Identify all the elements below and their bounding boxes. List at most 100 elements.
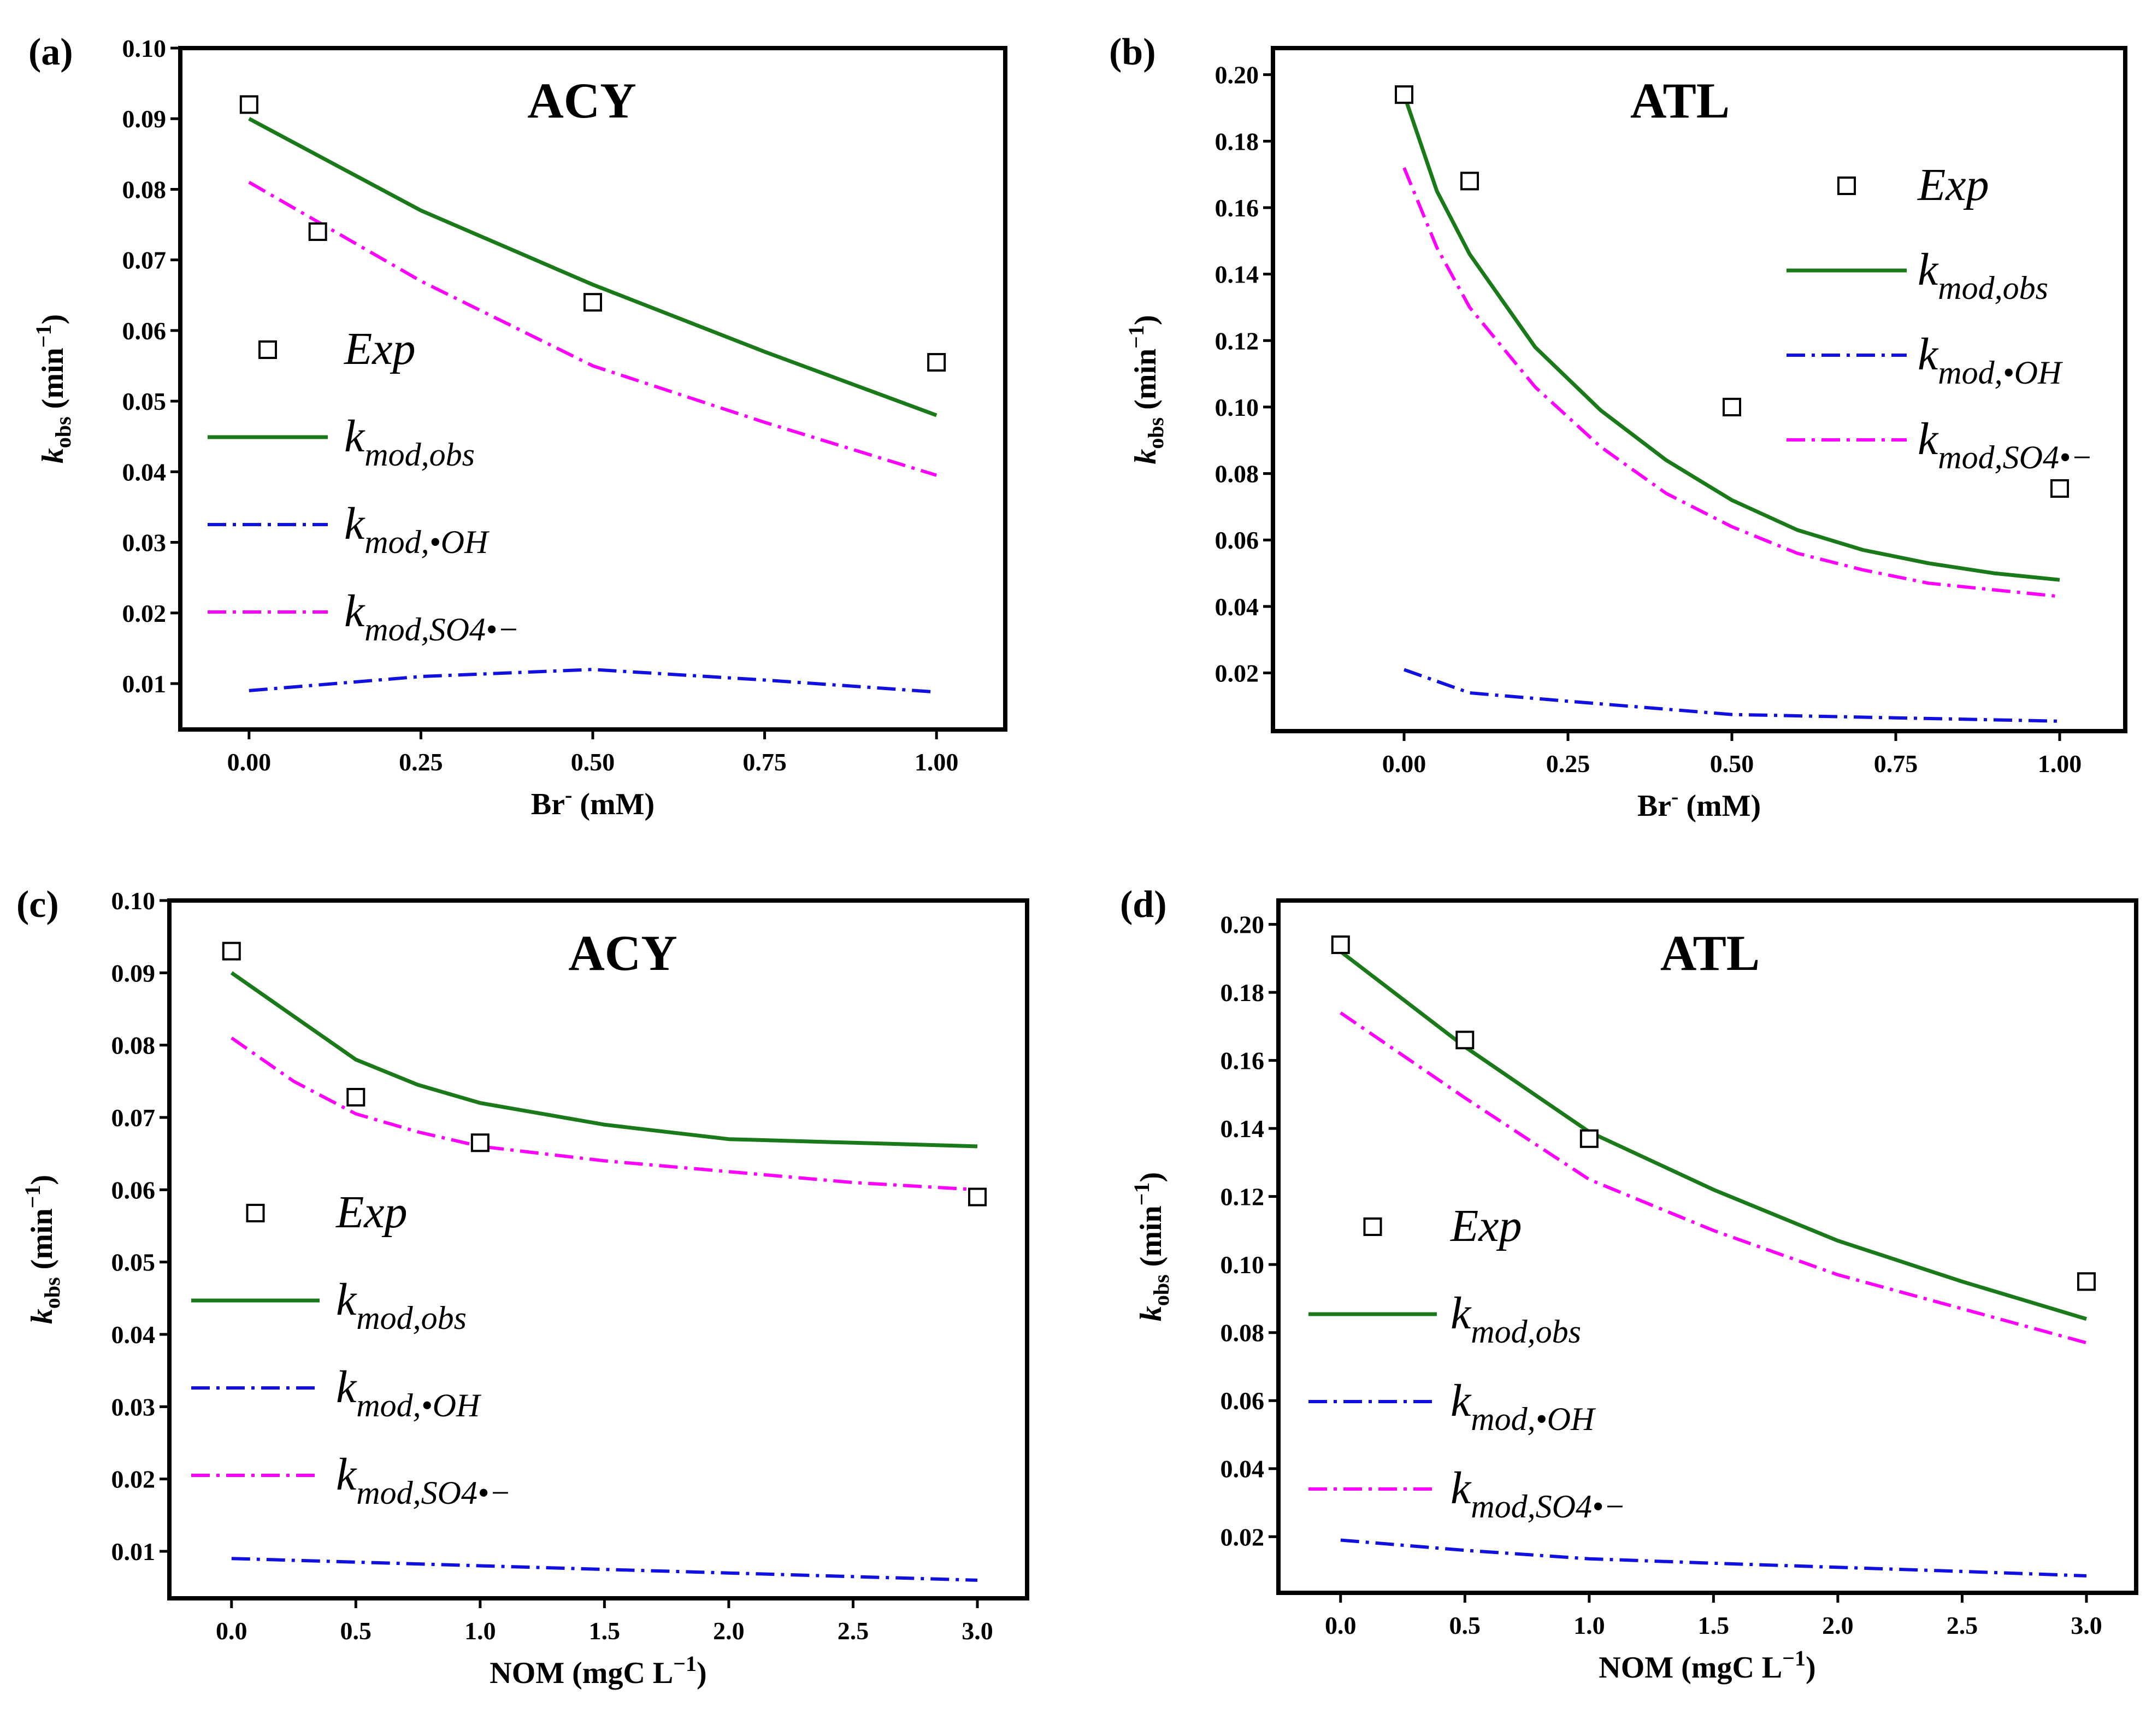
legend-label: Exp [1917,160,1989,210]
legend: Exp kmod,obs kmod,•OH kmod,SO4•− [191,1187,511,1511]
y-tick-label: 0.18 [1215,127,1259,155]
x-tick-label: 1.00 [915,748,959,776]
x-tick-label: 1.0 [464,1617,496,1645]
y-tick-label: 0.05 [111,1249,156,1276]
y-axis-title: kobs (min−1) [20,1175,64,1324]
y-tick-label: 0.06 [1221,1387,1265,1415]
x-tick-label: 1.0 [1573,1611,1605,1639]
y-tick-label: 0.20 [1221,911,1265,939]
legend-label: kmod,SO4•− [1451,1463,1625,1525]
exp-data-point [239,95,258,114]
legend-marker-exp [246,1204,265,1222]
chart-panel-d: 0.0 0.5 1.0 1.5 2.0 2.5 3.0 0.02 0.04 0.06 0.08 0.1… [1120,884,2138,1685]
y-tick-label: 0.14 [1215,261,1259,289]
exp-data-point [1395,85,1413,104]
y-tick-label: 0.10 [122,34,167,62]
x-tick-label: 0.0 [216,1617,247,1645]
chart-panel-b: 0.00 0.25 0.50 0.75 1.00 0.02 0.04 0.06 0.08 0.10… [1109,31,2127,823]
exp-data-point [222,941,241,961]
x-tick-label: 0.00 [1382,750,1426,778]
legend-label: kmod,obs [1451,1288,1581,1350]
y-tick-label: 0.10 [1221,1251,1265,1279]
legend-label: kmod,•OH [1918,329,2064,391]
x-axis-title: Br- (mM) [1637,784,1761,823]
y-tick-label: 0.02 [1215,660,1259,687]
y-tick-label: 0.12 [1215,327,1259,355]
y-tick-label: 0.01 [111,1538,156,1566]
y-tick-label: 0.20 [1215,61,1259,89]
y-tick-label: 0.10 [1215,393,1259,421]
x-tick-label: 0.0 [1325,1611,1357,1639]
exp-data-point [968,1187,987,1207]
x-axis-title: NOM (mgC L−1) [490,1651,706,1690]
legend-label: Exp [344,323,416,374]
x-tick-label: 2.0 [1822,1611,1854,1639]
exp-data-point [1579,1129,1599,1148]
chart-panel-a: 0.00 0.25 0.50 0.75 1.00 0.01 0.02 0.03 0.04 0.05… [28,31,1007,821]
series-line-2 [231,1557,978,1582]
legend-label: kmod,SO4•− [344,586,519,648]
legend-label: kmod,•OH [336,1362,482,1423]
x-tick-label: 0.5 [340,1617,372,1645]
exp-data-point [346,1087,365,1107]
y-tick-label: 0.07 [122,246,167,274]
panel-letter: (a) [28,31,73,73]
legend-marker-exp [258,340,277,359]
series-line-3 [248,180,938,477]
series-line-1 [1402,94,2060,582]
x-tick-label: 2.5 [1947,1611,1978,1639]
legend-label: kmod,•OH [1451,1375,1596,1437]
legend-label: kmod,•OH [344,498,490,560]
exp-data-point [470,1133,490,1152]
panel-letter: (c) [16,884,59,926]
legend-label: kmod,SO4•− [336,1449,511,1511]
legend-marker-exp [1837,176,1856,195]
plot-frame [1271,46,2127,733]
y-tick-label: 0.04 [122,458,167,486]
x-tick-label: 1.5 [589,1617,621,1645]
y-tick-label: 0.10 [111,887,156,915]
x-tick-label: 0.25 [1546,750,1590,778]
exp-data-point [308,222,327,241]
panel-title: ATL [1660,925,1760,981]
panel-title: ATL [1630,73,1730,128]
panel-letter: (d) [1120,884,1167,926]
y-tick-label: 0.06 [122,317,167,345]
x-tick-label: 0.00 [227,748,272,776]
legend-label: kmod,obs [1918,244,2048,306]
legend: Exp kmod,obs kmod,•OH kmod,SO4•− [1787,160,2092,475]
x-tick-label: 0.50 [1710,750,1754,778]
y-tick-label: 0.09 [122,105,167,133]
plot-frame [167,898,1029,1600]
y-tick-label: 0.04 [111,1321,156,1349]
exp-data-point [1460,172,1479,191]
y-axis-title: kobs (min−1) [1124,315,1168,464]
exp-data-point [1331,935,1350,954]
series-line-3 [231,1036,978,1192]
x-axis-title: NOM (mgC L−1) [1599,1646,1815,1685]
x-tick-label: 2.5 [838,1617,869,1645]
series-line-2 [249,668,937,694]
legend-label: kmod,obs [344,411,475,473]
panel-letter: (b) [1109,31,1156,73]
y-tick-label: 0.16 [1221,1047,1265,1075]
series-line-3 [1340,1011,2087,1345]
series-line-2 [1403,668,2060,723]
legend-label: Exp [335,1187,408,1238]
exp-data-point [1723,397,1741,416]
legend-label: kmod,obs [336,1274,467,1336]
x-tick-label: 0.75 [1874,750,1918,778]
x-axis-title: Br- (mM) [531,782,655,821]
y-tick-label: 0.06 [1215,526,1259,554]
x-tick-label: 0.5 [1449,1611,1481,1639]
y-tick-label: 0.16 [1215,194,1259,222]
y-tick-label: 0.02 [122,599,167,627]
y-tick-label: 0.08 [111,1032,156,1060]
y-tick-label: 0.06 [111,1176,156,1204]
y-tick-label: 0.18 [1221,979,1265,1007]
y-axis-title: kobs (min−1) [1129,1172,1174,1321]
chart-panel-c: 0.0 0.5 1.0 1.5 2.0 2.5 3.0 0.01 0.02 0.03 0.04 0.0… [16,884,1029,1690]
y-tick-label: 0.04 [1215,593,1259,621]
series-line-1 [230,971,978,1149]
